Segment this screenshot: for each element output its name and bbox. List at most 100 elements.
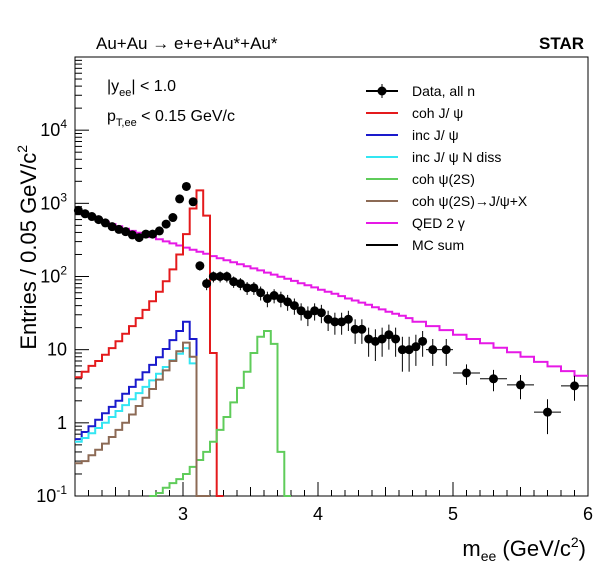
x-axis-label-base: m (462, 536, 480, 561)
pt-cut-sub: T,ee (116, 117, 137, 129)
curve-coh-2s-j-x (75, 341, 210, 497)
chart-title: Au+Au → e+e+Au*+Au* (96, 34, 278, 53)
data-point (343, 310, 353, 331)
data-point (168, 213, 178, 223)
x-axis-label-unit: (GeV/c (496, 536, 571, 561)
data-point (107, 222, 117, 232)
data-point (175, 194, 185, 204)
y-tick-label: 10-1 (36, 483, 67, 506)
data-point (80, 209, 90, 219)
legend-entry: inc J/ ψ (366, 127, 459, 143)
x-axis-label: mee (GeV/c2) (462, 534, 586, 564)
data-point (249, 282, 259, 295)
data-point (229, 276, 239, 288)
data-points (73, 181, 588, 435)
curve-coh-2s- (149, 330, 291, 497)
data-point (100, 218, 110, 228)
data-point (426, 338, 440, 366)
y-axis-label-base: Entries / 0.05 GeV/c (16, 153, 41, 350)
legend-label: coh J/ ψ (412, 105, 463, 121)
data-point (370, 329, 380, 362)
legend-entry: inc J/ ψ N diss (366, 149, 501, 165)
data-point (134, 233, 144, 243)
data-point (323, 310, 333, 331)
experiment-label: STAR (539, 34, 584, 53)
data-point (222, 271, 232, 283)
y-axis-label-sup: 2 (14, 145, 30, 153)
data-point (289, 298, 299, 315)
data-point (94, 215, 104, 225)
data-point (161, 219, 171, 229)
data-point (480, 369, 507, 392)
pt-cut-prefix: p (107, 108, 116, 125)
legend-label: Data, all n (412, 83, 475, 99)
data-point (561, 375, 588, 401)
data-point (202, 278, 212, 291)
data-point (404, 336, 414, 372)
legend-entry: QED 2 γ (366, 215, 465, 231)
rapidity-cut-prefix: |y (107, 78, 119, 95)
data-point (377, 327, 387, 357)
data-point (439, 338, 453, 366)
data-point (337, 312, 347, 335)
y-tick-label: 102 (40, 264, 67, 287)
data-point (262, 291, 272, 308)
data-point (391, 327, 401, 357)
data-point (235, 278, 245, 291)
x-axis-label-unit-close: ) (579, 536, 586, 561)
x-tick-label: 5 (448, 504, 458, 524)
y-tick-label: 1 (57, 413, 67, 433)
data-point (276, 291, 286, 308)
y-tick-label: 103 (40, 190, 67, 213)
data-point (303, 306, 313, 327)
data-point (195, 261, 205, 271)
data-point (453, 364, 480, 385)
data-point (283, 294, 293, 311)
data-point (256, 286, 266, 301)
data-point (127, 230, 137, 240)
y-axis-label: Entries / 0.05 GeV/c2 (14, 145, 41, 350)
x-tick-label: 3 (178, 504, 188, 524)
data-point (397, 336, 407, 372)
data-point (73, 205, 83, 215)
data-point (181, 181, 191, 191)
data-point (384, 324, 394, 350)
data-point (269, 289, 279, 304)
x-tick-label: 4 (313, 504, 323, 524)
x-axis-label-sub: ee (481, 548, 497, 564)
data-point (357, 319, 367, 344)
data-point (188, 197, 198, 207)
pt-cut: pT,ee < 0.15 GeV/c (107, 108, 235, 129)
rapidity-cut-sub: ee (119, 87, 131, 99)
rapidity-cut-suffix: | < 1.0 (131, 78, 176, 95)
data-point (411, 334, 421, 366)
x-tick-label: 6 (583, 504, 593, 524)
data-point (114, 224, 124, 234)
legend-entry: Data, all n (366, 83, 475, 99)
data-point (242, 282, 252, 295)
curve-inc-j- (75, 320, 210, 497)
data-point (310, 303, 320, 321)
rapidity-cut: |yee| < 1.0 (107, 78, 176, 99)
data-point (330, 312, 340, 335)
legend-entry: coh ψ(2S)→J/ψ+X (366, 193, 528, 209)
data-point (350, 319, 360, 344)
data-point (208, 271, 218, 283)
legend: Data, all n coh J/ ψ inc J/ ψ inc J/ ψ N di… (366, 83, 528, 253)
data-point (87, 212, 97, 222)
legend-label: inc J/ ψ N diss (412, 149, 501, 165)
data-point (364, 327, 374, 357)
data-point (121, 227, 131, 237)
data-point (316, 304, 326, 324)
y-tick-label: 10 (47, 340, 67, 360)
data-point (507, 375, 534, 400)
axis-ticks: 3 4 5 6 10-1 1 10 102 103 104 (36, 59, 593, 524)
legend-label: QED 2 γ (412, 215, 465, 231)
y-tick-label: 104 (40, 117, 67, 140)
data-point (534, 399, 561, 435)
legend-entry: MC sum (366, 237, 464, 253)
legend-entry: coh J/ ψ (366, 105, 463, 121)
curve-coh-j- (75, 189, 224, 497)
legend-marker (377, 86, 387, 96)
